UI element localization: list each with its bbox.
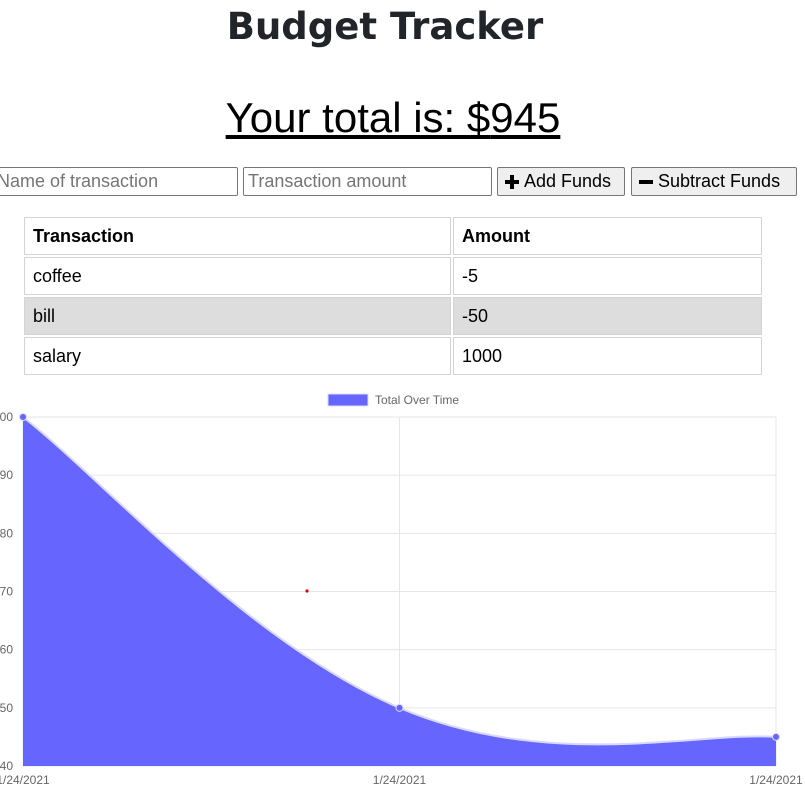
- x-tick-label: 1/24/2021: [0, 773, 50, 787]
- transaction-name-cell: bill: [24, 297, 451, 335]
- subtract-funds-label: Subtract Funds: [658, 171, 781, 191]
- table-row: salary 1000: [24, 337, 762, 375]
- data-point: [395, 703, 404, 712]
- transaction-name-cell: salary: [24, 337, 451, 375]
- x-tick-label: 1/24/2021: [373, 773, 427, 787]
- y-tick-label: 970: [0, 585, 13, 599]
- add-funds-label: Add Funds: [524, 171, 612, 191]
- column-header-amount: Amount: [453, 217, 762, 255]
- legend-swatch: [327, 393, 369, 407]
- transaction-name-input[interactable]: [0, 167, 238, 196]
- data-point: [19, 413, 27, 421]
- y-tick-label: 980: [0, 526, 13, 540]
- transaction-name-cell: coffee: [24, 257, 451, 295]
- y-tick-label: 950: [0, 701, 13, 715]
- transaction-amount-input[interactable]: [243, 167, 492, 196]
- table-header-row: Transaction Amount: [24, 217, 762, 255]
- y-tick-label: 960: [0, 643, 13, 657]
- transaction-amount-cell: -50: [453, 297, 762, 335]
- table-row: coffee -5: [24, 257, 762, 295]
- red-dot-marker: [305, 589, 309, 593]
- total-heading: Your total is: $945: [0, 94, 786, 142]
- app-title: Budget Tracker: [226, 5, 544, 48]
- chart-canvas: 940 950 960 970 980 990 1000 1/24/2021 1/24/2021…: [0, 393, 803, 787]
- total-value: 945: [490, 94, 561, 141]
- transaction-amount-cell: -5: [453, 257, 762, 295]
- x-tick-label: 1/24/2021: [749, 773, 803, 787]
- transactions-table: Transaction Amount coffee -5 bill -50 sa…: [22, 215, 764, 377]
- total-label: Your total is: $: [225, 94, 491, 141]
- column-header-transaction: Transaction: [24, 217, 451, 255]
- series-line: [22, 416, 777, 746]
- table-row: bill -50: [24, 297, 762, 335]
- subtract-funds-button[interactable]: Subtract Funds: [631, 167, 797, 196]
- minus-icon: [638, 174, 654, 190]
- add-funds-button[interactable]: Add Funds: [497, 167, 625, 196]
- y-tick-label: 990: [0, 468, 13, 482]
- data-point: [772, 732, 780, 741]
- y-tick-label: 940: [0, 759, 13, 773]
- series-area: [23, 417, 776, 766]
- plus-icon: [504, 174, 520, 190]
- legend-label: Total Over Time: [375, 393, 459, 407]
- transaction-amount-cell: 1000: [453, 337, 762, 375]
- y-tick-label: 1000: [0, 410, 13, 424]
- total-over-time-chart: 940 950 960 970 980 990 1000 1/24/2021 1/24/2021…: [0, 388, 805, 805]
